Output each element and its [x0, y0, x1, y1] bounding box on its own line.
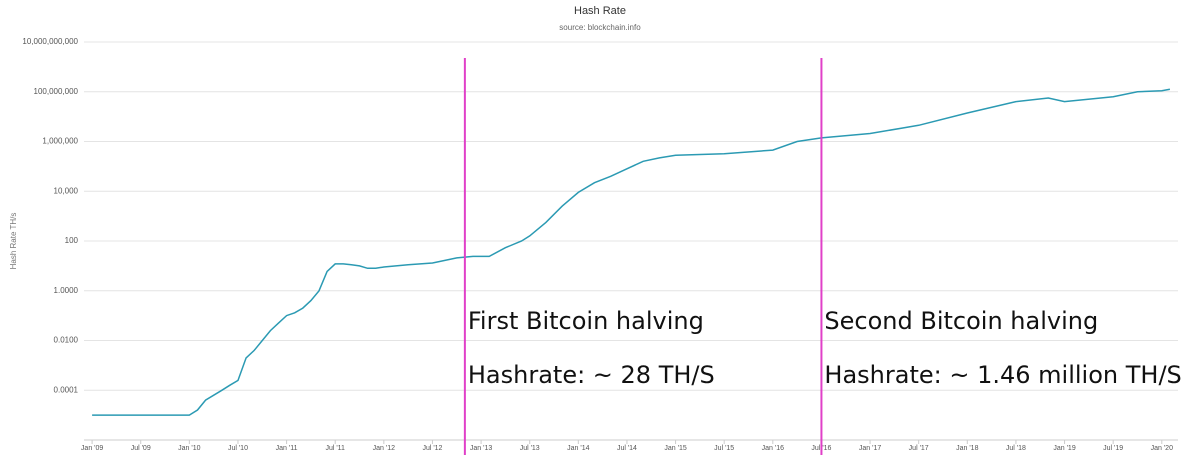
x-tick-label: Jul '14: [617, 445, 637, 452]
x-tick-label: Jan '10: [178, 445, 200, 452]
x-tick-label: Jul '10: [228, 445, 248, 452]
annotation-text: First Bitcoin halving: [468, 307, 704, 335]
x-tick-label: Jan '16: [762, 445, 784, 452]
x-tick-label: Jan '18: [956, 445, 978, 452]
y-tick-label: 10,000,000,000: [22, 37, 78, 46]
x-tick-label: Jul '11: [325, 445, 345, 452]
chart-title: Hash Rate: [574, 5, 626, 17]
y-tick-label: 100,000,000: [34, 87, 79, 96]
y-tick-label: 0.0100: [54, 336, 79, 345]
chart-subtitle: source: blockchain.info: [559, 23, 641, 32]
x-tick-label: Jan '17: [859, 445, 881, 452]
y-tick-label: 1,000,000: [42, 137, 78, 146]
x-tick-label: Jan '11: [276, 445, 298, 452]
y-tick-label: 10,000: [54, 186, 79, 195]
y-axis-label: Hash Rate TH/s: [9, 213, 18, 270]
x-tick-label: Jul '17: [909, 445, 929, 452]
x-tick-label: Jan '14: [567, 445, 589, 452]
x-tick-label: Jul '18: [1006, 445, 1026, 452]
x-tick-label: Jul '15: [714, 445, 734, 452]
x-tick-label: Jan '12: [373, 445, 395, 452]
annotation-text: Hashrate: ~ 1.46 million TH/S: [824, 361, 1181, 389]
annotation-text: Hashrate: ~ 28 TH/S: [468, 361, 715, 389]
x-tick-label: Jan '13: [470, 445, 492, 452]
x-tick-label: Jan '15: [664, 445, 686, 452]
x-tick-label: Jul '12: [422, 445, 442, 452]
x-tick-label: Jan '19: [1053, 445, 1075, 452]
y-tick-label: 100: [65, 236, 79, 245]
x-tick-label: Jan '20: [1151, 445, 1173, 452]
x-tick-label: Jul '19: [1103, 445, 1123, 452]
x-tick-label: Jul '09: [131, 445, 151, 452]
y-tick-label: 1.0000: [54, 286, 79, 295]
x-tick-label: Jan '09: [81, 445, 103, 452]
annotation-text: Second Bitcoin halving: [824, 307, 1098, 335]
y-tick-label: 0.0001: [54, 385, 79, 394]
x-tick-label: Jul '13: [520, 445, 540, 452]
